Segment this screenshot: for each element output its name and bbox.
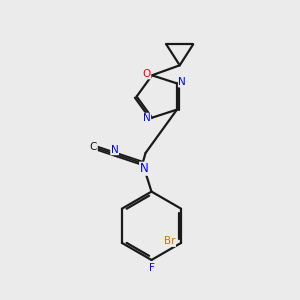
Text: N: N xyxy=(140,162,148,175)
Text: N: N xyxy=(143,113,151,123)
Text: C: C xyxy=(90,142,97,152)
Text: F: F xyxy=(148,263,154,273)
Text: N: N xyxy=(111,145,119,155)
Text: O: O xyxy=(142,69,151,79)
Text: Br: Br xyxy=(164,236,176,246)
Text: N: N xyxy=(178,77,186,87)
